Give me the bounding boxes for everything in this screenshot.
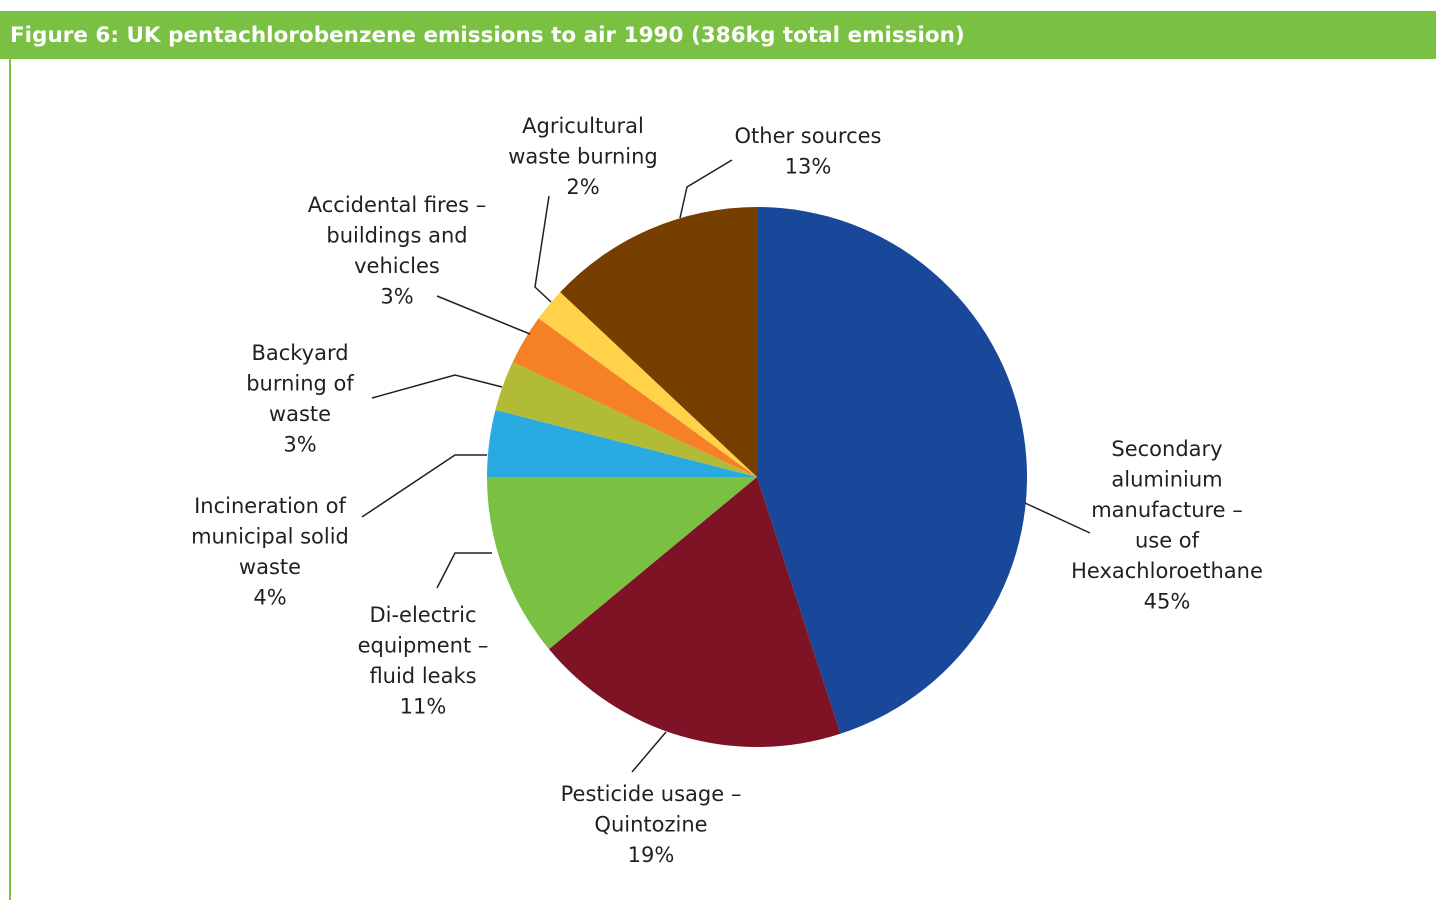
slice-label: Pesticide usage – Quintozine 19% [561,782,742,867]
slice-percent-label: 4% [253,586,286,610]
slice-name-line: aluminium [1111,468,1222,492]
leader-line [631,731,667,773]
leader-line [361,454,487,518]
slice-percent-label: 2% [566,175,599,199]
slice-label: Incineration of municipal solid waste 4% [191,494,349,610]
slice-percent-label: 3% [380,285,413,309]
slice-name-line: fluid leaks [369,664,476,688]
figure-title: Figure 6: UK pentachlorobenzene emission… [10,22,965,48]
slice-name-line: waste [269,402,331,426]
slice-name-line: waste burning [508,145,658,169]
slice-label: Other sources 13% [735,124,882,179]
leader-line [371,374,503,399]
slice-label: Secondary aluminium manufacture – use of Hex… [1071,437,1263,614]
slice-name-line: manufacture – [1091,498,1243,522]
slice-percent-label: 19% [628,843,675,867]
slice-name-line: Other sources [735,124,882,148]
pie-slice [560,207,757,477]
slice-label: Agricultural waste burning 2% [508,114,658,199]
slice-label: Backyard burning of waste 3% [246,341,354,457]
slice-name-line: use of [1135,529,1200,553]
leader-line [679,159,733,219]
leader-line [436,552,492,589]
leader-line [1024,502,1091,534]
slice-percent-label: 3% [283,433,316,457]
pie-slice [487,477,757,650]
figure-header-bar: Figure 6: UK pentachlorobenzene emission… [0,11,1436,59]
slice-name-line: Secondary [1111,437,1222,461]
slice-name-line: Pesticide usage – [561,782,742,806]
slice-label: Accidental fires – buildings and vehicles 3… [308,193,487,309]
pie-slice [495,362,757,477]
pie-slice [757,207,1028,734]
pie-slice [512,318,757,477]
pie-slice [548,477,841,748]
slice-name-line: waste [239,555,301,579]
pie-slice [487,409,757,477]
figure-left-rule [9,59,11,900]
slice-name-line: Backyard [251,341,348,365]
pie-slice [538,292,757,477]
leader-line [436,295,531,335]
slice-name-line: Agricultural [522,114,644,138]
leader-line [534,195,552,303]
slice-name-line: Di-electric [369,603,476,627]
slice-name-line: Quintozine [594,813,707,837]
slice-label: Di-electric equipment – fluid leaks 11% [358,603,489,719]
slice-percent-label: 11% [400,695,447,719]
slice-name-line: vehicles [354,254,440,278]
slice-name-line: Accidental fires – [308,193,487,217]
slice-name-line: burning of [246,372,354,396]
slice-percent-label: 13% [785,155,832,179]
slice-name-line: equipment – [358,634,489,658]
slice-name-line: Incineration of [194,494,346,518]
slice-name-line: Hexachloroethane [1071,559,1263,583]
slice-name-line: buildings and [326,224,467,248]
slice-percent-label: 45% [1144,590,1191,614]
slice-name-line: municipal solid [191,525,349,549]
